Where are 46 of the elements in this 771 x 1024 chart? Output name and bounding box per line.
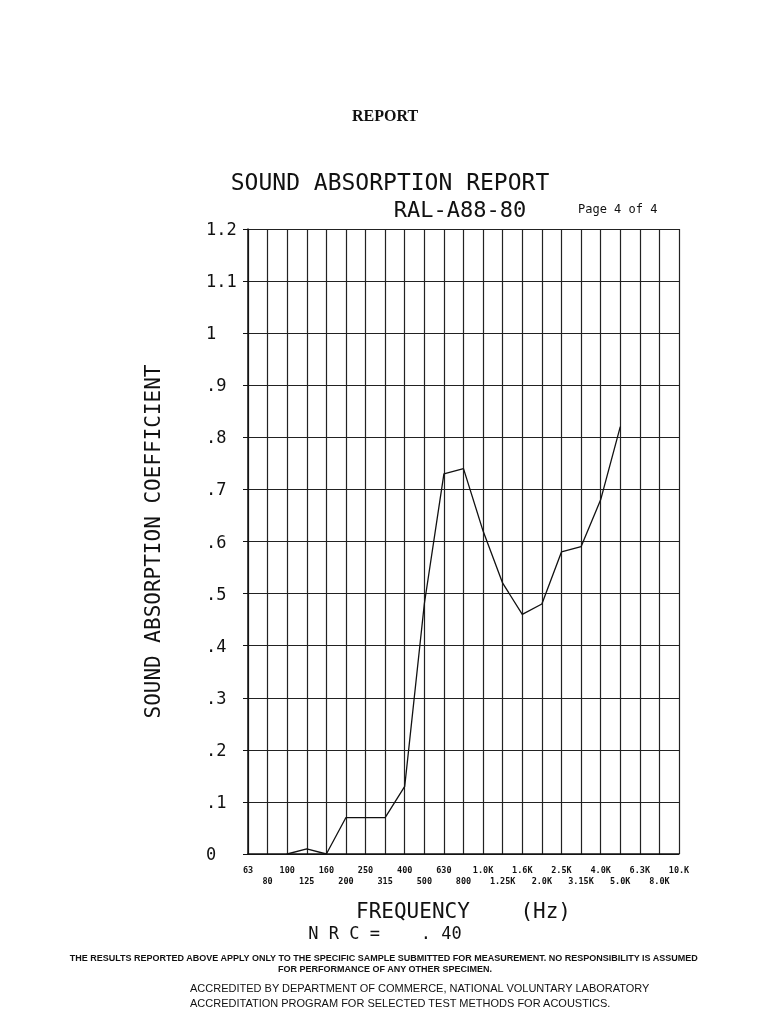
- y-tick-label: .1: [206, 791, 227, 812]
- text: REPORT: [351, 106, 419, 124]
- x-tick-label: 160: [318, 864, 335, 875]
- x-tick-label: 6.3K: [629, 864, 651, 875]
- y-tick-label: .8: [206, 427, 227, 448]
- y-tick-label: .6: [206, 531, 227, 552]
- x-tick-label: 4.0K: [590, 864, 612, 875]
- x-tick-label: 200: [338, 875, 354, 886]
- x-tick-label: 5.0K: [609, 875, 632, 886]
- x-tick-label: 3.15K: [568, 875, 595, 886]
- x-tick-label: 250: [357, 864, 374, 875]
- y-tick-label: .5: [206, 583, 227, 604]
- y-tick-label: .7: [206, 479, 227, 500]
- chart-title: SOUND ABSORPTION REPORT: [230, 168, 550, 195]
- x-tick-label: 1.6K: [512, 864, 534, 875]
- x-tick-label: 1.0K: [472, 864, 495, 875]
- chart-subtitle: RAL-A88-80: [393, 196, 527, 222]
- x-tick-label: 100: [279, 864, 295, 875]
- text: THE RESULTS REPORTED ABOVE APPLY ONLY TO THE SPECIFIC SAMPLE SUBMITTED FOR MEASUREMENT. NO RESPONSIBILITY IS ASSUMED FOR PERFORMANCE OF ANY OTHER SPECIMEN.: [69, 952, 701, 974]
- text: Page 4 of 4: [578, 202, 658, 216]
- x-tick-label: 2.0K: [531, 875, 553, 886]
- x-tick-label: 8.0K: [649, 875, 671, 886]
- x-tick-label: 1.25K: [489, 875, 517, 886]
- x-tick-label: 315: [377, 875, 393, 886]
- x-tick-label: 10.K: [668, 864, 691, 875]
- y-tick-label: .9: [206, 375, 227, 396]
- y-tick-label: 1.1: [206, 271, 237, 292]
- y-tick-label: .3: [206, 687, 227, 708]
- x-tick-label: 630: [436, 864, 452, 875]
- y-tick-label: .4: [206, 635, 227, 656]
- y-tick-label: .2: [206, 739, 227, 760]
- y-tick-label: 1: [206, 323, 217, 344]
- y-tick-label: 0: [206, 844, 217, 864]
- x-tick-label: 125: [299, 875, 315, 886]
- text: N R C = . 40: [308, 922, 462, 943]
- x-tick-label: 80: [262, 875, 273, 886]
- text: ACCREDITATION PROGRAM FOR SELECTED TEST METHODS FOR ACOUSTICS.: [190, 996, 611, 1009]
- x-tick-label: 2.5K: [551, 864, 573, 875]
- x-tick-label: 800: [455, 875, 472, 886]
- text: ACCREDITED BY DEPARTMENT OF COMMERCE, NATIONAL VOLUNTARY LABORATORY: [190, 981, 651, 994]
- x-tick-label: 500: [416, 875, 432, 886]
- x-tick-label: 63: [242, 864, 254, 875]
- x-tick-label: 400: [397, 864, 413, 875]
- y-axis-title: SOUND ABSORPTION COEFFICIENT: [140, 364, 165, 719]
- x-axis-title: FREQUENCY (Hz): [356, 898, 571, 923]
- y-tick-label: 1.2: [206, 219, 237, 239]
